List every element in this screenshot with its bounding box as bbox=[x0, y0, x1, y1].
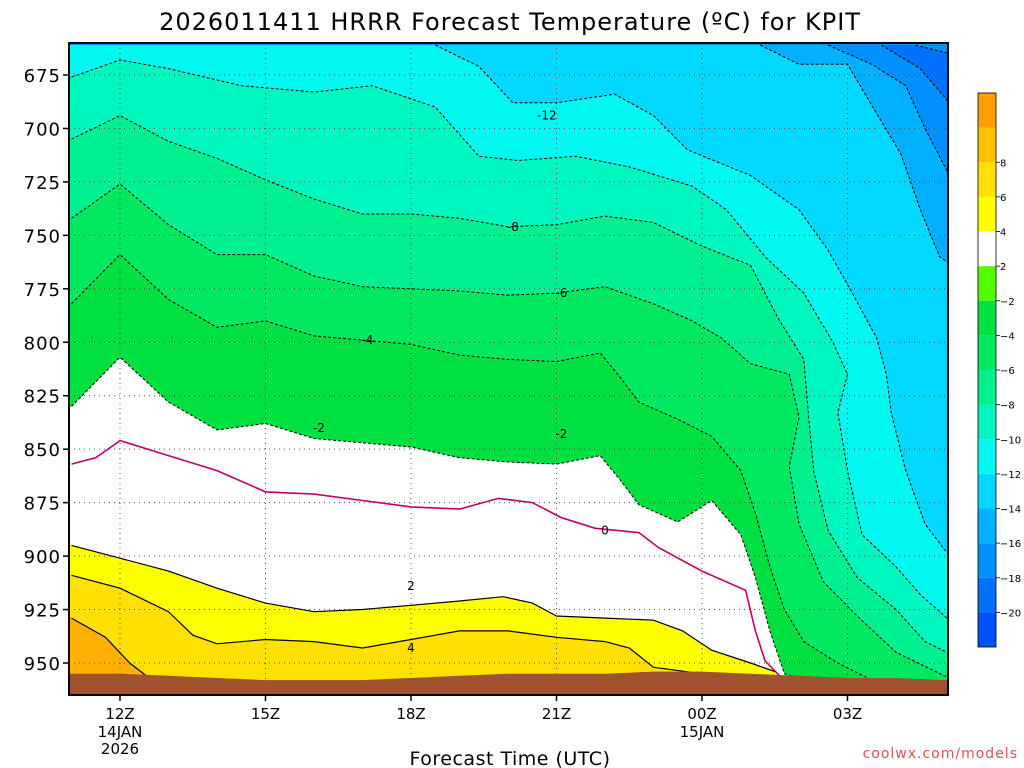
colorbar-swatch bbox=[978, 543, 996, 578]
colorbar-label: 2 bbox=[1000, 262, 1006, 273]
colorbar: −20 −18 −16 −14 −12 −10 −8 −6 −4 −2 2 4 6 8 bbox=[977, 92, 1021, 648]
y-axis-ticks: 675 700 725 750 775 800 825 850 875 900 925 950 bbox=[24, 66, 69, 675]
contour-label: -2 bbox=[555, 427, 567, 441]
x-tick-sublabel: 15JAN bbox=[680, 723, 725, 741]
isotherm-line-4 bbox=[71, 574, 736, 679]
y-tick-label: 875 bbox=[24, 494, 61, 515]
y-tick-label: 950 bbox=[24, 654, 61, 675]
x-tick-sublabel: 2026 bbox=[101, 740, 139, 758]
x-axis-label: Forecast Time (UTC) bbox=[410, 748, 611, 768]
contour-line--4 bbox=[71, 253, 897, 685]
colorbar-label: −18 bbox=[1000, 574, 1021, 585]
contour-label: -12 bbox=[537, 109, 557, 123]
contour-line--18 bbox=[881, 44, 948, 102]
colorbar-label: −4 bbox=[1000, 331, 1015, 342]
colorbar-swatch bbox=[978, 473, 996, 509]
colorbar-swatch bbox=[978, 162, 996, 197]
colorbar-swatch bbox=[978, 508, 996, 544]
colorbar-label: −2 bbox=[1000, 297, 1015, 308]
contour-line--14 bbox=[759, 44, 948, 264]
isotherm-line-0 bbox=[71, 439, 781, 677]
colorbar-label: −6 bbox=[1000, 366, 1015, 377]
credit-text: coolwx.com/models bbox=[863, 746, 1018, 762]
colorbar-swatch bbox=[978, 300, 996, 336]
band-overlay-4 bbox=[69, 575, 736, 695]
x-tick-label: 00Z bbox=[687, 705, 716, 723]
colorbar-label: 6 bbox=[1000, 193, 1006, 204]
y-tick-label: 675 bbox=[24, 66, 61, 87]
contour-line--8 bbox=[71, 115, 948, 654]
contour-labels: -12 -8 -6 -4 -2 -2 0 2 4 bbox=[313, 109, 609, 655]
chart-title: 2026011411 HRRR Forecast Temperature (ºC… bbox=[159, 8, 861, 36]
contour-label: 4 bbox=[407, 641, 415, 655]
x-tick-label: 15Z bbox=[251, 705, 280, 723]
colorbar-swatch bbox=[978, 612, 996, 647]
y-tick-label: 900 bbox=[24, 547, 61, 568]
colorbar-swatch bbox=[978, 439, 996, 474]
terrain-fill bbox=[69, 671, 948, 695]
contour-lines bbox=[71, 44, 948, 685]
y-tick-label: 850 bbox=[24, 440, 61, 461]
contour-line--10 bbox=[71, 59, 948, 620]
colorbar-label: −14 bbox=[1000, 505, 1021, 516]
y-tick-label: 825 bbox=[24, 387, 61, 408]
plot-frame bbox=[68, 42, 949, 696]
colorbar-swatch bbox=[978, 335, 996, 370]
contour-label: -6 bbox=[555, 286, 567, 300]
colorbar-swatch bbox=[978, 370, 996, 405]
y-tick-label: 700 bbox=[24, 119, 61, 140]
contour-label: 0 bbox=[601, 523, 609, 537]
colorbar-label: −8 bbox=[1000, 401, 1015, 412]
contour-line--12 bbox=[435, 44, 948, 556]
colorbar-swatch bbox=[978, 93, 996, 128]
y-tick-label: 775 bbox=[24, 280, 61, 301]
colorbar-swatch bbox=[978, 196, 996, 232]
contour-line--16 bbox=[827, 44, 948, 174]
isotherm-line-2 bbox=[71, 544, 776, 673]
x-tick-sublabel: 14JAN bbox=[98, 723, 143, 741]
contour-label: 2 bbox=[407, 579, 415, 593]
colorbar-label: −12 bbox=[1000, 470, 1021, 481]
x-tick-label: 03Z bbox=[833, 705, 862, 723]
grid bbox=[69, 43, 948, 695]
colorbar-swatch bbox=[978, 577, 996, 613]
colorbar-label: 8 bbox=[1000, 158, 1006, 169]
contour-label: -4 bbox=[361, 333, 373, 347]
y-tick-label: 725 bbox=[24, 173, 61, 194]
colorbar-swatch bbox=[978, 231, 996, 267]
contour-line--2 bbox=[71, 356, 896, 681]
x-tick-label: 21Z bbox=[542, 705, 571, 723]
ground-surface bbox=[69, 671, 948, 695]
colorbar-swatch bbox=[978, 404, 996, 440]
contour-line--20 bbox=[915, 44, 948, 54]
colorbar-label: −16 bbox=[1000, 539, 1021, 550]
colorbar-swatch bbox=[978, 127, 996, 163]
temperature-fill-field bbox=[69, 43, 948, 695]
y-tick-label: 800 bbox=[24, 333, 61, 354]
contour-label: -2 bbox=[313, 421, 325, 435]
contour-line--6 bbox=[71, 183, 948, 677]
colorbar-label: −20 bbox=[1000, 608, 1021, 619]
x-tick-label: 12Z bbox=[105, 705, 134, 723]
x-tick-label: 18Z bbox=[396, 705, 425, 723]
contour-label: -8 bbox=[507, 220, 519, 234]
colorbar-label: −10 bbox=[1000, 435, 1021, 446]
y-tick-label: 925 bbox=[24, 601, 61, 622]
y-tick-label: 750 bbox=[24, 226, 61, 247]
colorbar-swatch bbox=[978, 266, 996, 301]
colorbar-label: 4 bbox=[1000, 228, 1006, 239]
